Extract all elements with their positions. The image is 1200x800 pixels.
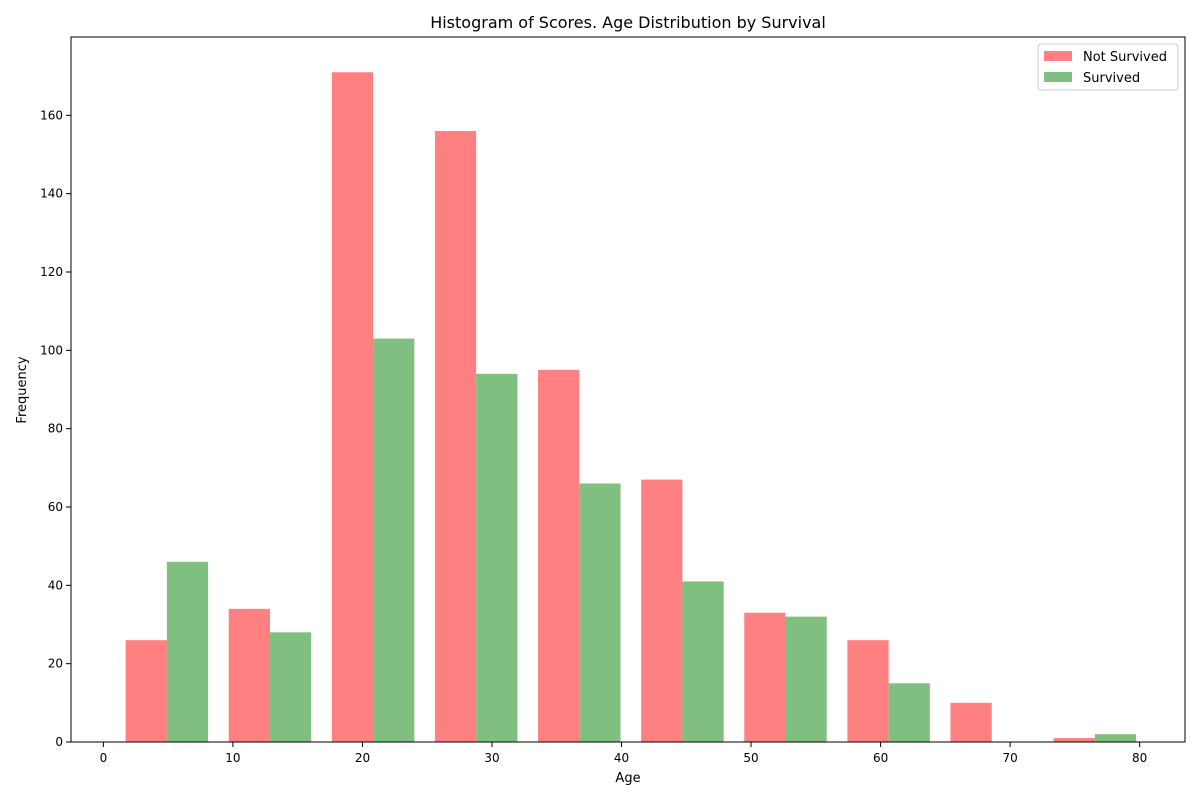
y-tick-label: 160 <box>40 108 63 122</box>
bar-not-survived-8 <box>950 702 992 742</box>
x-tick-label: 50 <box>743 751 758 765</box>
x-tick-label: 60 <box>873 751 888 765</box>
legend-label: Survived <box>1083 71 1140 86</box>
x-tick-label: 20 <box>355 751 370 765</box>
y-tick-label: 120 <box>40 265 63 279</box>
x-tick-label: 40 <box>614 751 629 765</box>
y-axis-label: Frequency <box>15 356 30 423</box>
y-tick-label: 20 <box>48 657 63 671</box>
legend-swatch <box>1044 51 1072 61</box>
y-tick-label: 140 <box>40 187 63 201</box>
x-tick-label: 10 <box>225 751 240 765</box>
bars-group <box>125 72 1137 742</box>
y-tick-label: 100 <box>40 343 63 357</box>
bar-survived-7 <box>888 683 930 742</box>
legend: Not Survived Survived <box>1037 43 1179 91</box>
x-tick-label: 70 <box>1002 751 1017 765</box>
bar-not-survived-4 <box>538 369 580 742</box>
bar-not-survived-6 <box>744 612 786 742</box>
y-tick-label: 40 <box>48 578 63 592</box>
x-axis: 0 10 20 30 40 50 60 70 80 <box>100 742 1147 765</box>
bar-not-survived-2 <box>331 72 374 742</box>
bar-not-survived-3 <box>434 131 477 742</box>
y-tick-label: 80 <box>48 422 63 436</box>
y-tick-label: 0 <box>55 735 63 749</box>
y-axis: 0 20 40 60 80 100 120 140 160 <box>40 108 71 749</box>
bar-survived-1 <box>269 632 312 742</box>
bar-survived-4 <box>579 483 621 742</box>
x-tick-label: 0 <box>100 751 108 765</box>
chart-title: Histogram of Scores. Age Distribution by… <box>430 13 826 32</box>
bar-survived-5 <box>682 581 724 742</box>
bar-not-survived-5 <box>641 479 683 742</box>
bar-not-survived-9 <box>1053 738 1095 742</box>
bar-survived-6 <box>785 616 827 742</box>
x-tick-label: 80 <box>1132 751 1147 765</box>
bar-survived-2 <box>373 338 415 742</box>
bar-not-survived-1 <box>228 608 270 742</box>
legend-swatch <box>1044 72 1072 82</box>
bar-survived-0 <box>166 561 209 742</box>
legend-label: Not Survived <box>1083 50 1167 65</box>
bar-not-survived-7 <box>847 640 889 742</box>
x-tick-label: 30 <box>484 751 499 765</box>
legend-frame <box>1037 43 1179 91</box>
x-axis-label: Age <box>615 771 640 786</box>
y-tick-label: 60 <box>48 500 63 514</box>
bar-survived-3 <box>476 373 518 742</box>
bar-survived-9 <box>1094 734 1137 742</box>
bar-not-survived-0 <box>125 640 167 742</box>
plot-frame <box>70 36 1186 743</box>
